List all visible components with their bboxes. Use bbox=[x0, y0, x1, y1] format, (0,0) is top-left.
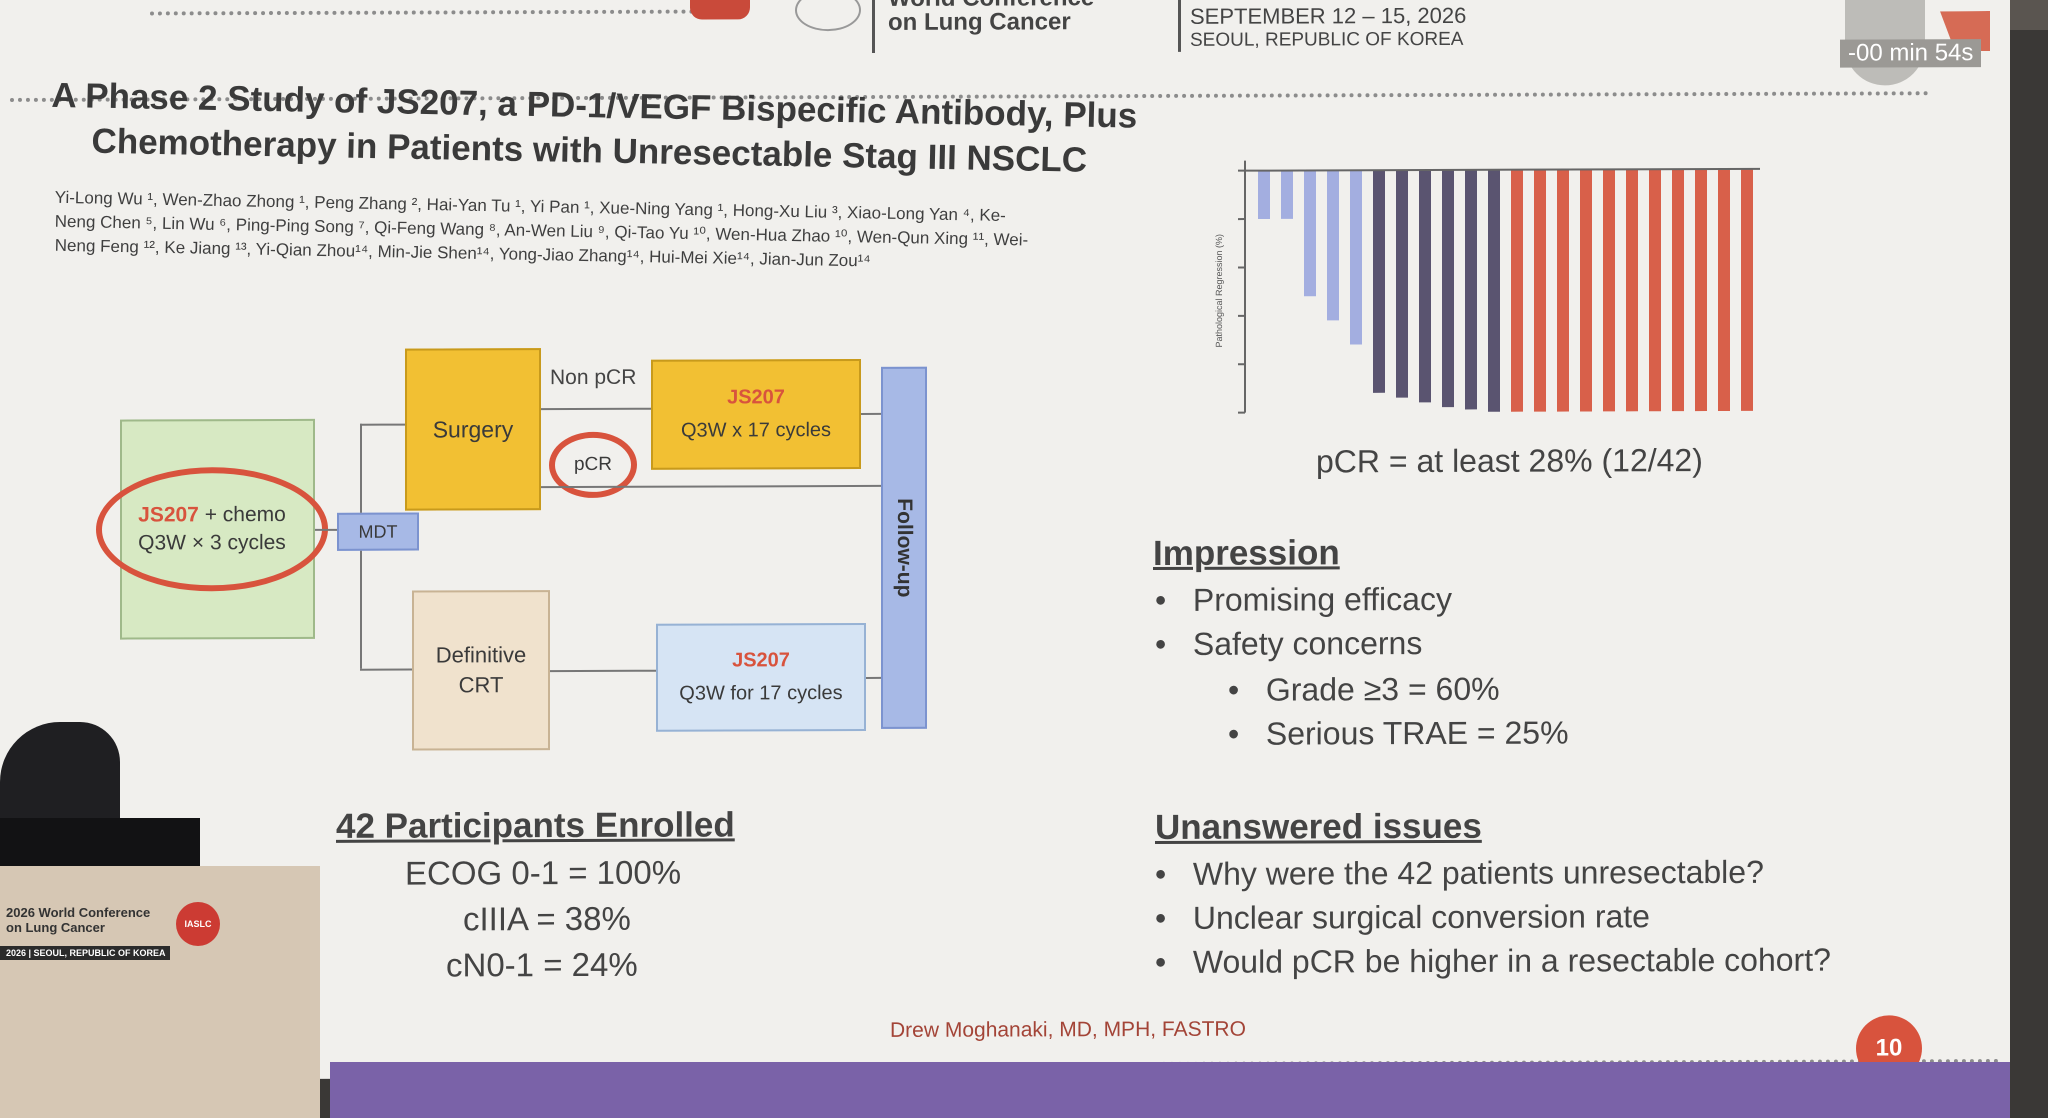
arrow-crt-maint bbox=[550, 669, 656, 673]
impression-grade3-text: Grade ≥3 = 60% bbox=[1265, 670, 1500, 708]
impression-subitem-trae: • Serious TRAE = 25% bbox=[1228, 714, 1569, 752]
impression-safety-text: Safety concerns bbox=[1192, 625, 1423, 662]
maintenance-drug: JS207 bbox=[732, 649, 790, 672]
adjuvant-schedule: Q3W x 17 cycles bbox=[680, 419, 832, 442]
header-divider bbox=[872, 0, 875, 53]
chart-bar bbox=[1350, 170, 1362, 345]
enrollment-cn01: cN0-1 = 24% bbox=[446, 945, 638, 984]
chart-bar bbox=[1741, 168, 1753, 411]
slide: World Conference on Lung Cancer SEPTEMBE… bbox=[0, 0, 2010, 1082]
chart-bar bbox=[1304, 170, 1316, 297]
chart-bar bbox=[1327, 170, 1339, 321]
conference-dates: SEPTEMBER 12 – 15, 2026 bbox=[1190, 2, 1467, 29]
induction-plus: + chemo bbox=[198, 503, 286, 527]
impression-item-safety: • Safety concerns bbox=[1155, 625, 1423, 662]
chart-bar bbox=[1718, 168, 1730, 412]
crt-box: Definitive CRT bbox=[412, 590, 550, 751]
podium-sign-line2: on Lung Cancer bbox=[6, 920, 105, 935]
conference-logo bbox=[690, 0, 750, 20]
chart-bar bbox=[1603, 169, 1615, 412]
podium bbox=[0, 866, 320, 1118]
chart-bar bbox=[1557, 169, 1569, 412]
chart-bar bbox=[1396, 170, 1408, 398]
chart-bar bbox=[1649, 169, 1661, 412]
followup-label: Follow-up bbox=[893, 498, 916, 598]
chart-bar bbox=[1695, 169, 1707, 412]
podium-sign-line3: 2026 | SEOUL, REPUBLIC OF KOREA bbox=[0, 946, 170, 960]
enrollment-ecog: ECOG 0-1 = 100% bbox=[405, 853, 682, 892]
chart-y-label: Pathological Regression (%) bbox=[1214, 234, 1224, 348]
conference-location: SEOUL, REPUBLIC OF KOREA bbox=[1190, 28, 1464, 51]
unanswered-item-2: • Unclear surgical conversion rate bbox=[1155, 898, 1650, 936]
arrow-adj-followup bbox=[861, 412, 881, 415]
impression-heading: Impression bbox=[1153, 533, 1340, 573]
impression-trae-text: Serious TRAE = 25% bbox=[1265, 714, 1569, 752]
arrow-nonpcr bbox=[541, 407, 651, 411]
chart-x-axis bbox=[1245, 167, 1760, 172]
unanswered-text-1: Why were the 42 patients unresectable? bbox=[1192, 853, 1764, 892]
header-divider-2 bbox=[1178, 0, 1181, 52]
unanswered-item-1: • Why were the 42 patients unresectable? bbox=[1155, 853, 1764, 892]
podium-sign-line1: 2026 World Conference bbox=[6, 905, 151, 920]
arrow-induction-mdt bbox=[315, 528, 337, 531]
chart-bar bbox=[1580, 169, 1592, 412]
mdt-box: MDT bbox=[337, 512, 419, 551]
seal-logo bbox=[795, 0, 861, 32]
chart-bar bbox=[1465, 169, 1477, 410]
maintenance-schedule: Q3W for 17 cycles bbox=[679, 682, 843, 705]
induction-schedule: Q3W × 3 cycles bbox=[138, 531, 286, 555]
arrow-mdt-down bbox=[360, 550, 362, 669]
conference-name-line2: on Lung Cancer bbox=[888, 8, 1071, 36]
chart-bar bbox=[1626, 169, 1638, 412]
chart-bar bbox=[1442, 169, 1454, 408]
footer-band bbox=[330, 1062, 2010, 1118]
waterfall-chart: Pathological Regression (%) bbox=[1214, 160, 1760, 414]
header-dotted-line-left bbox=[150, 9, 710, 16]
unanswered-heading: Unanswered issues bbox=[1155, 806, 1482, 847]
arrow-pcr-followup bbox=[541, 484, 881, 489]
chart-bar bbox=[1281, 170, 1293, 219]
arrow-to-crt bbox=[360, 668, 412, 671]
chart-caption: pCR = at least 28% (12/42) bbox=[1316, 442, 1703, 480]
enrollment-heading: 42 Participants Enrolled bbox=[336, 805, 735, 846]
unanswered-text-3: Would pCR be higher in a resectable coho… bbox=[1192, 941, 1831, 980]
impression-item-efficacy: • Promising efficacy bbox=[1155, 580, 1452, 618]
induction-drug: JS207 bbox=[138, 503, 199, 527]
enrollment-ciiia: cIIIA = 38% bbox=[463, 899, 631, 938]
maintenance-box: JS207 Q3W for 17 cycles bbox=[656, 622, 866, 732]
arrow-maint-followup bbox=[866, 676, 881, 679]
chart-bar bbox=[1488, 169, 1500, 412]
crt-line2: CRT bbox=[458, 672, 504, 698]
presenter-name: Drew Moghanaki, MD, MPH, FASTRO bbox=[890, 1017, 1246, 1042]
chart-bar bbox=[1672, 169, 1684, 412]
arrow-to-surgery bbox=[360, 423, 405, 426]
pcr-circle-label: pCR bbox=[549, 431, 637, 499]
unanswered-text-2: Unclear surgical conversion rate bbox=[1192, 898, 1650, 936]
impression-subitem-grade3: • Grade ≥3 = 60% bbox=[1228, 670, 1500, 708]
chart-bar bbox=[1511, 169, 1523, 412]
adjuvant-drug: JS207 bbox=[727, 386, 785, 409]
induction-circle-highlight: JS207 + chemo Q3W × 3 cycles bbox=[96, 466, 328, 592]
crt-line1: Definitive bbox=[435, 642, 527, 668]
iaslc-logo: IASLC bbox=[176, 902, 220, 946]
chart-bar bbox=[1419, 170, 1431, 403]
speaker-silhouette bbox=[0, 722, 120, 832]
chart-bar bbox=[1258, 170, 1270, 220]
countdown-timer: -00 min 54s bbox=[1840, 39, 1982, 68]
podium-monitor bbox=[0, 818, 200, 870]
adjuvant-box: JS207 Q3W x 17 cycles bbox=[651, 358, 861, 470]
unanswered-item-3: • Would pCR be higher in a resectable co… bbox=[1155, 941, 1831, 980]
chart-bar bbox=[1534, 169, 1546, 412]
surgery-box: Surgery bbox=[405, 348, 541, 511]
arrow-mdt-up bbox=[360, 423, 362, 513]
non-pcr-label: Non pCR bbox=[550, 365, 637, 390]
impression-efficacy-text: Promising efficacy bbox=[1192, 580, 1452, 618]
chart-bar bbox=[1373, 170, 1385, 393]
